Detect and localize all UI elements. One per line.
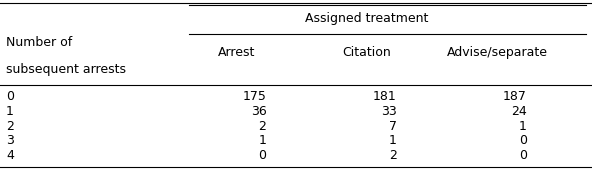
Text: 24: 24 — [511, 105, 527, 118]
Text: Citation: Citation — [343, 46, 391, 59]
Text: Advise/separate: Advise/separate — [447, 46, 548, 59]
Text: subsequent arrests: subsequent arrests — [6, 63, 126, 76]
Text: 1: 1 — [519, 120, 527, 133]
Text: Arrest: Arrest — [218, 46, 256, 59]
Text: 181: 181 — [373, 90, 397, 103]
Text: 3: 3 — [6, 134, 14, 147]
Text: 36: 36 — [250, 105, 266, 118]
Text: 2: 2 — [259, 120, 266, 133]
Text: 33: 33 — [381, 105, 397, 118]
Text: 0: 0 — [519, 134, 527, 147]
Text: 0: 0 — [258, 149, 266, 162]
Text: Number of: Number of — [6, 36, 72, 49]
Text: 2: 2 — [389, 149, 397, 162]
Text: 1: 1 — [389, 134, 397, 147]
Text: 0: 0 — [519, 149, 527, 162]
Text: 175: 175 — [243, 90, 266, 103]
Text: 2: 2 — [6, 120, 14, 133]
Text: 0: 0 — [6, 90, 14, 103]
Text: 1: 1 — [6, 105, 14, 118]
Text: 7: 7 — [388, 120, 397, 133]
Text: 187: 187 — [503, 90, 527, 103]
Text: 1: 1 — [259, 134, 266, 147]
Text: Assigned treatment: Assigned treatment — [305, 12, 429, 25]
Text: 4: 4 — [6, 149, 14, 162]
